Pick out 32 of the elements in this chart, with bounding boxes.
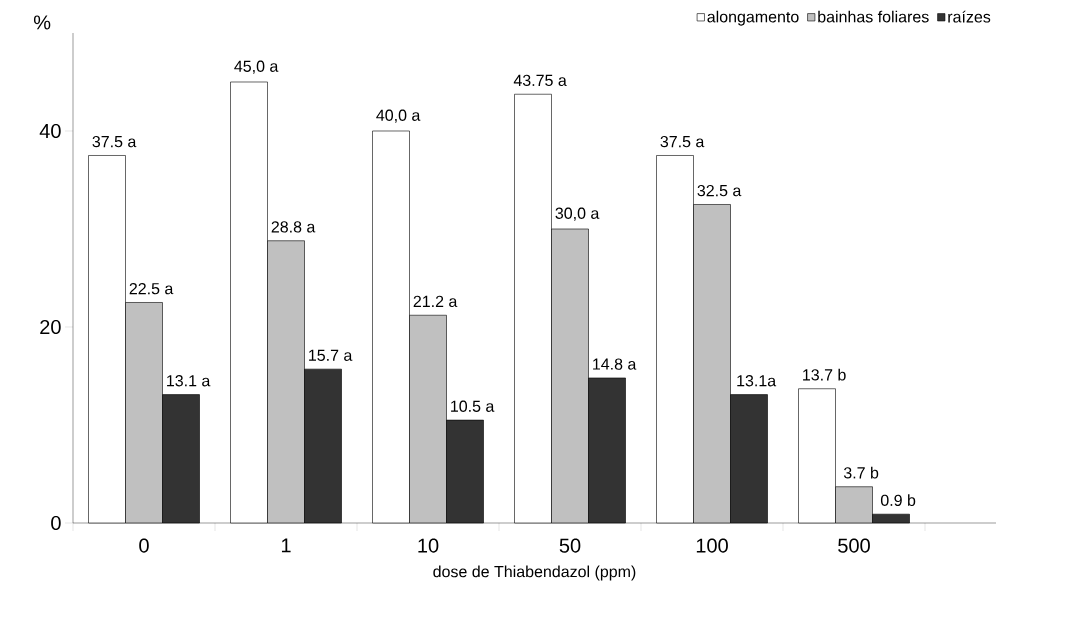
x-tick-label: 1 bbox=[281, 538, 291, 553]
y-tick-label: 40 bbox=[39, 123, 61, 139]
data-label: 22.5 a bbox=[129, 282, 174, 295]
data-label: 37.5 a bbox=[660, 135, 705, 148]
data-label: 3.7 b bbox=[843, 466, 879, 479]
data-label: 28.8 a bbox=[271, 221, 316, 233]
legend-label: raízes bbox=[948, 10, 991, 23]
x-tick-label: 0 bbox=[139, 538, 149, 553]
data-label: 43.75 a bbox=[513, 74, 567, 87]
x-tick-label: 50 bbox=[559, 538, 581, 553]
data-label: 40,0 a bbox=[376, 109, 421, 123]
data-label: 15.7 a bbox=[309, 349, 353, 361]
data-label: 21.2 a bbox=[413, 295, 458, 308]
x-tick-label: 100 bbox=[696, 538, 728, 553]
x-tick-label: 500 bbox=[838, 538, 870, 553]
y-axis-title: % bbox=[33, 15, 51, 30]
data-label: 13.1 a bbox=[167, 375, 211, 387]
y-tick-label: 20 bbox=[40, 319, 61, 335]
legend-label: bainhas foliares bbox=[818, 10, 929, 23]
data-label: 13.7 b bbox=[803, 368, 846, 381]
data-label: 32.5 a bbox=[697, 184, 742, 197]
data-label: 10.5 a bbox=[451, 400, 495, 412]
data-label: 0.9 b bbox=[880, 494, 916, 506]
x-axis-title: dose de Thiabendazol (ppm) bbox=[433, 565, 636, 581]
data-label: 30,0 a bbox=[555, 207, 600, 221]
x-tick-label: 10 bbox=[418, 538, 439, 553]
data-label: 13.1a bbox=[737, 375, 777, 387]
y-tick-label: 0 bbox=[51, 515, 61, 531]
data-label: 37.5 a bbox=[92, 135, 137, 148]
legend-label: alongamento bbox=[707, 10, 799, 26]
data-label: 14.8 a bbox=[593, 358, 637, 370]
data-label: 45,0 a bbox=[234, 60, 279, 74]
